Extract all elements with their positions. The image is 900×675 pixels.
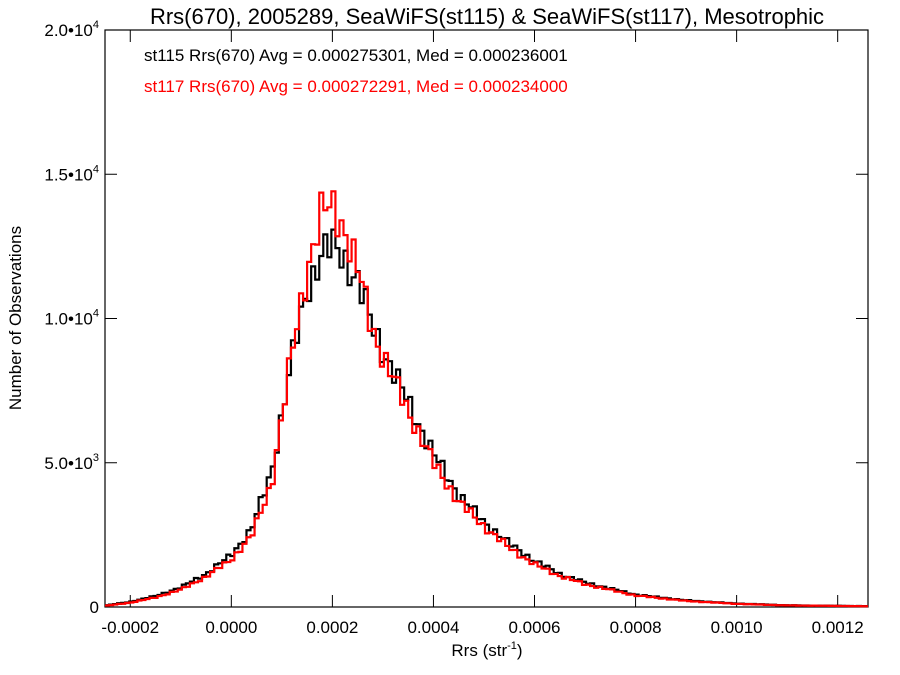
- chart-title: Rrs(670), 2005289, SeaWiFS(st115) & SeaW…: [150, 4, 824, 29]
- x-axis-label-text: Rrs (str: [451, 641, 507, 660]
- x-tick-label: 0.0010: [711, 618, 763, 637]
- x-tick-label: 0.0004: [407, 618, 459, 637]
- y-tick-label: 1.5•104: [44, 163, 99, 184]
- y-axis-label: Number of Observations: [6, 226, 25, 410]
- x-axis-ticks: -0.0002 0.0000 0.0002 0.0004 0.0006 0.0008 0.0…: [101, 30, 864, 637]
- stats-label-st115: st115 Rrs(670) Avg = 0.000275301, Med = …: [144, 46, 568, 65]
- x-tick-label: 0.0002: [306, 618, 358, 637]
- y-axis-ticks: 0 5.0•103 1.0•104 1.5•104 2.0•104: [44, 19, 868, 617]
- stats-label-st117: st117 Rrs(670) Avg = 0.000272291, Med = …: [144, 77, 568, 96]
- x-tick-label: 0.0008: [610, 618, 662, 637]
- x-axis-label-superscript: -1: [507, 640, 517, 652]
- plot-frame: [104, 29, 869, 608]
- x-tick-label: -0.0002: [101, 618, 159, 637]
- series-line-st115: [105, 228, 868, 608]
- series-line-st117: [105, 190, 868, 608]
- x-tick-label: 0.0006: [509, 618, 561, 637]
- y-tick-label: 0: [90, 598, 99, 617]
- y-tick-label: 5.0•103: [44, 452, 99, 473]
- x-axis-label: Rrs (str-1): [451, 640, 522, 660]
- series-group: [105, 190, 868, 608]
- x-tick-label: 0.0000: [205, 618, 257, 637]
- x-axis-label-close: ): [517, 641, 523, 660]
- x-tick-label: 0.0012: [812, 618, 864, 637]
- y-tick-label: 1.0•104: [44, 308, 99, 329]
- y-tick-label: 2.0•104: [44, 19, 99, 40]
